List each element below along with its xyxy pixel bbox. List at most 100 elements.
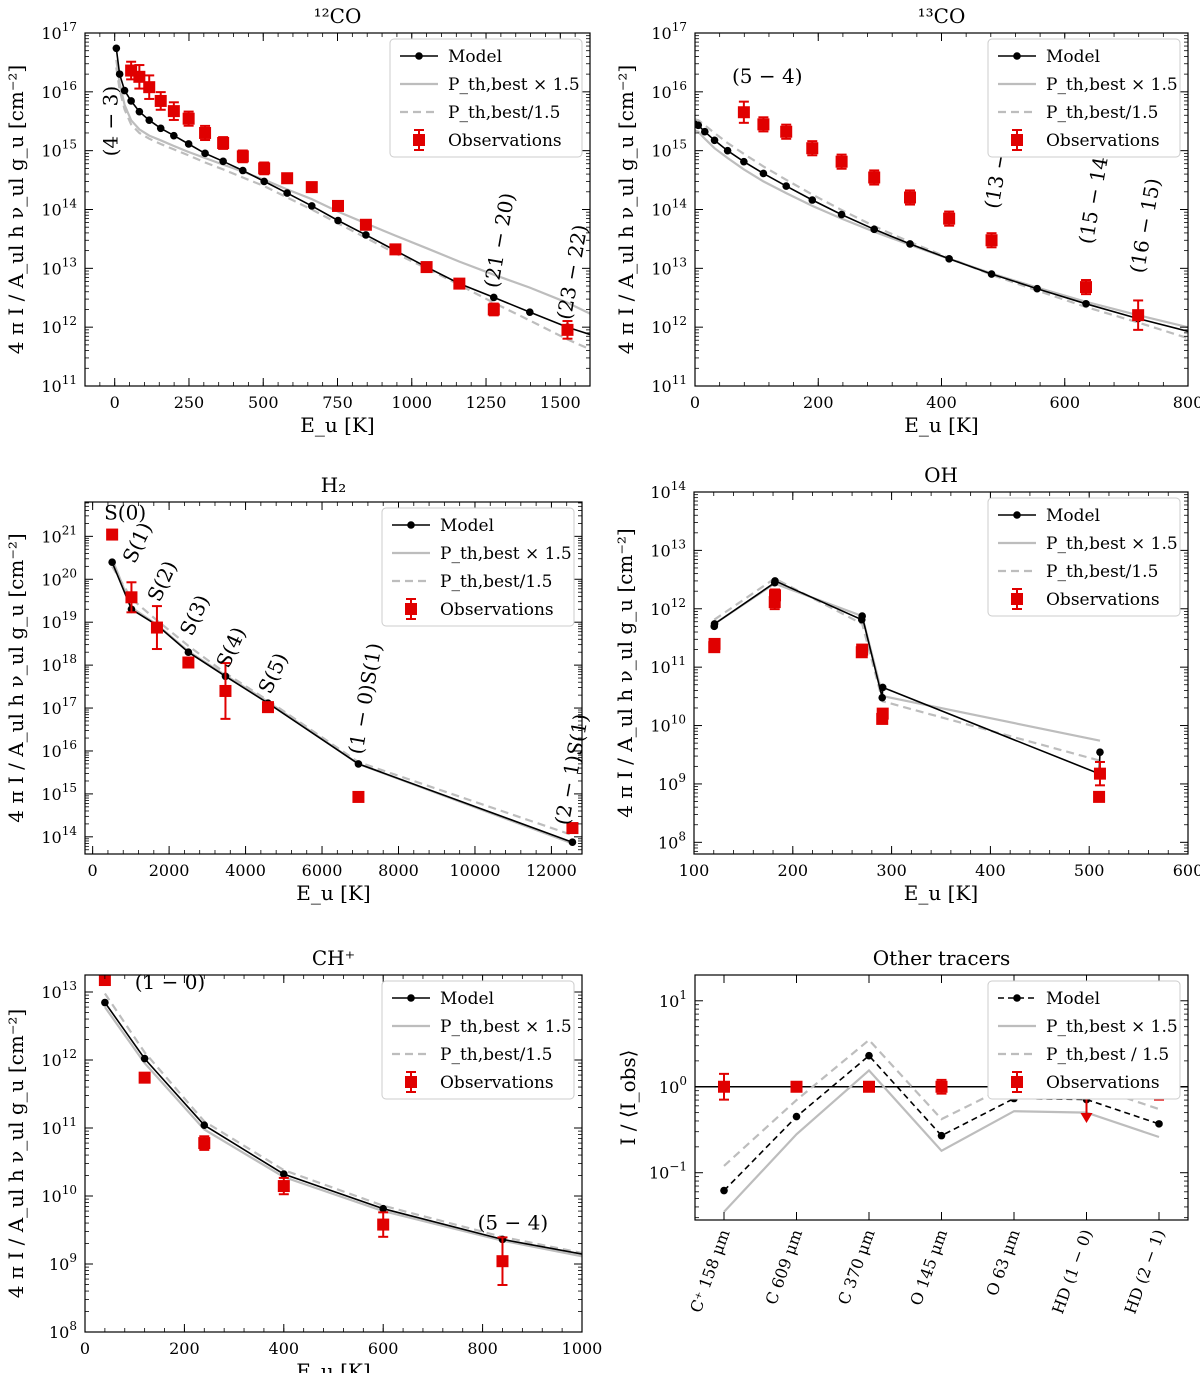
legend: Model P_th,best × 1.5 P_th,best / 1.5 Obser… xyxy=(987,980,1181,1100)
series-pth-over-1.5 xyxy=(723,1038,1160,1167)
x-tick-label: 4000 xyxy=(225,861,266,880)
y-tick-label: 1015 xyxy=(651,138,687,161)
x-axis-label: E_u [K] xyxy=(904,413,978,437)
panel-13co: 1011 1012 1013 1014 1015 1016 1017 0 200 400 600 80… xyxy=(614,4,1200,437)
annotation-label: (5 − 4) xyxy=(732,64,803,88)
panel-title: ¹²CO xyxy=(314,4,362,28)
panel-oh: 108 109 1010 1011 1012 1013 1014 100 200 300 400 50… xyxy=(613,463,1200,905)
y-tick-label: 1012 xyxy=(651,314,687,337)
x-tick-label: 0 xyxy=(88,861,98,880)
category-label: O 63 μm xyxy=(982,1227,1024,1299)
obs-point xyxy=(935,1080,948,1093)
obs-point xyxy=(876,707,889,720)
axes-frame xyxy=(694,32,1189,387)
x-tick-label: 0 xyxy=(690,393,700,412)
obs-point xyxy=(150,621,163,634)
obs-point xyxy=(98,975,111,987)
legend-marker-obs xyxy=(413,134,425,146)
model-point xyxy=(112,44,121,53)
model-point xyxy=(354,760,363,768)
model-point xyxy=(156,124,165,133)
obs-point xyxy=(352,790,365,803)
x-axis-label: E_u [K] xyxy=(904,881,978,905)
obs-point xyxy=(182,656,195,669)
x-tick-label: 300 xyxy=(876,861,907,880)
model-point xyxy=(987,270,996,278)
upper-limit-arrow xyxy=(1080,1112,1093,1123)
model-point xyxy=(720,1186,728,1195)
legend-marker-obs xyxy=(1011,593,1023,605)
legend-marker-obs xyxy=(405,603,417,615)
model-point xyxy=(1155,1120,1163,1128)
y-tick-label: 1013 xyxy=(41,255,77,278)
model-point xyxy=(489,293,498,302)
x-tick-label: 600 xyxy=(1173,861,1200,880)
obs-point xyxy=(125,591,138,604)
legend-marker-model xyxy=(1013,511,1021,519)
plot-area xyxy=(708,577,1106,803)
legend-label: Model xyxy=(448,47,502,67)
y-tick-label: 1014 xyxy=(41,197,77,220)
obs-point xyxy=(856,643,869,656)
x-tick-label: 1250 xyxy=(466,393,507,412)
model-point xyxy=(937,1131,946,1140)
axes-frame xyxy=(84,501,583,855)
model-point xyxy=(101,998,109,1007)
legend-marker-model xyxy=(407,994,415,1002)
obs-point xyxy=(143,81,156,94)
legend: Model P_th,best × 1.5 P_th,best/1.5 Observa… xyxy=(987,38,1181,158)
annotation-label: S(3) xyxy=(175,591,215,639)
model-point xyxy=(260,177,268,186)
x-tick-label: 400 xyxy=(926,393,957,412)
x-tick-label: 200 xyxy=(169,1339,200,1358)
legend-label: P_th,best × 1.5 xyxy=(1046,1017,1178,1037)
x-tick-label: 6000 xyxy=(302,861,343,880)
obs-point xyxy=(359,218,372,231)
legend-frame xyxy=(381,507,575,627)
obs-point xyxy=(154,94,167,107)
model-point xyxy=(108,558,116,566)
plot-area xyxy=(106,528,579,846)
y-tick-label: 1015 xyxy=(41,781,77,804)
model-point xyxy=(771,577,779,585)
annotation-label: S(2) xyxy=(142,557,182,605)
model-point xyxy=(307,202,316,210)
y-tick-label: 1011 xyxy=(41,373,77,396)
obs-point xyxy=(769,589,782,602)
x-tick-label: 0 xyxy=(110,393,120,412)
y-tick-label: 101 xyxy=(659,988,687,1011)
model-point xyxy=(710,136,719,145)
obs-point xyxy=(1132,309,1145,322)
x-tick-label: 8000 xyxy=(378,861,419,880)
model-point xyxy=(1096,748,1104,756)
legend-label: P_th,best × 1.5 xyxy=(448,75,580,95)
y-tick-label: 1017 xyxy=(651,20,687,43)
obs-point xyxy=(332,199,345,212)
y-tick-label: 1017 xyxy=(41,695,77,718)
legend-marker-obs xyxy=(1011,134,1023,146)
legend-marker-model xyxy=(407,521,415,529)
y-tick-label: 1017 xyxy=(41,20,77,43)
x-tick-label: 600 xyxy=(368,1339,399,1358)
y-axis-label: 4 π I / A_ul h ν_ul g_u [cm⁻²] xyxy=(4,1009,28,1298)
y-tick-label: 1013 xyxy=(651,255,687,278)
y-axis-label: 4 π I / A_ul h ν_ul g_u [cm⁻²] xyxy=(614,65,638,354)
y-tick-label: 1014 xyxy=(41,824,77,847)
panel-title: CH⁺ xyxy=(312,946,355,970)
obs-point xyxy=(708,637,721,650)
annotation-label: (1 − 0)S(1) xyxy=(343,641,386,756)
annotation-label: (21 − 20) xyxy=(479,191,519,290)
obs-point xyxy=(806,142,819,155)
model-point xyxy=(1082,299,1090,308)
axes-frame xyxy=(693,491,1189,855)
x-tick-label: 800 xyxy=(467,1339,498,1358)
panel-title: H₂ xyxy=(321,473,346,497)
obs-point xyxy=(790,1080,803,1093)
x-tick-label: 800 xyxy=(1173,393,1200,412)
legend-marker-obs xyxy=(1011,1076,1023,1088)
obs-point xyxy=(1093,790,1106,803)
x-tick-label: 1500 xyxy=(540,393,581,412)
x-tick-label: 500 xyxy=(248,393,279,412)
model-point xyxy=(740,157,748,166)
